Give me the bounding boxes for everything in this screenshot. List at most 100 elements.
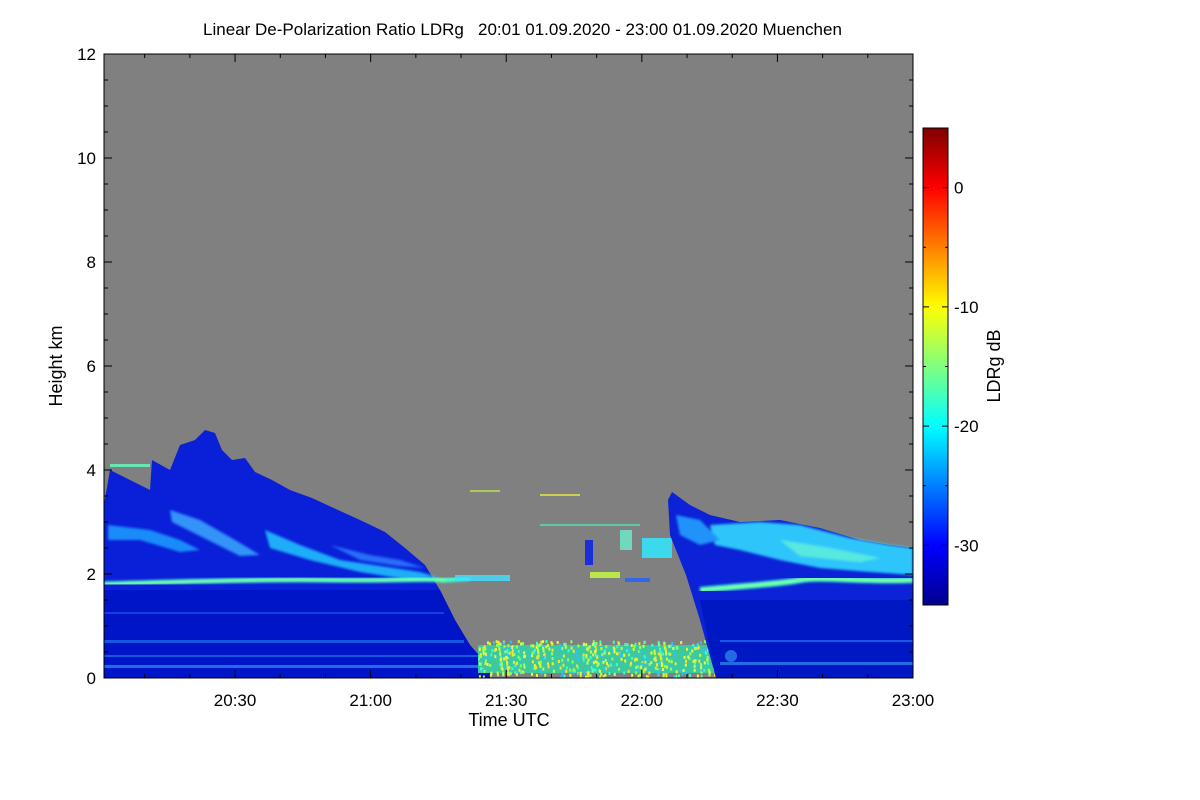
noise-pixel (698, 659, 701, 663)
noise-pixel (693, 664, 696, 668)
y-tick-label: 2 (87, 565, 96, 584)
noise-pixel (569, 673, 572, 677)
noise-pixel (604, 659, 607, 662)
noise-pixel (484, 661, 487, 665)
noise-pixel (537, 648, 539, 652)
noise-pixel (665, 652, 668, 656)
x-axis-label: Time UTC (468, 710, 549, 730)
noise-pixel (668, 644, 671, 648)
noise-pixel (533, 664, 536, 668)
noise-pixel (499, 663, 502, 667)
noise-pixel (699, 641, 702, 645)
x-tick-label: 22:30 (756, 691, 799, 710)
noise-pixel (598, 669, 601, 673)
noise-pixel (562, 663, 565, 667)
x-tick-label: 21:00 (349, 691, 392, 710)
noise-pixel (517, 655, 520, 659)
noise-pixel (611, 650, 614, 654)
noise-pixel (578, 672, 581, 676)
noise-pixel (533, 648, 536, 652)
noise-pixel (501, 668, 504, 671)
noise-pixel (632, 648, 635, 651)
noise-pixel (513, 646, 516, 650)
noise-pixel (531, 672, 534, 676)
noise-pixel (504, 665, 507, 669)
noise-pixel (491, 649, 494, 653)
noise-pixel (587, 673, 590, 677)
noise-pixel (663, 645, 666, 649)
noise-pixel (500, 661, 503, 665)
noise-pixel (537, 654, 540, 658)
noise-pixel (489, 673, 492, 677)
noise-pixel (674, 662, 677, 666)
noise-pixel (689, 652, 692, 656)
noise-pixel (596, 672, 599, 676)
noise-pixel (639, 666, 642, 669)
noise-pixel (540, 669, 543, 673)
noise-pixel (661, 663, 663, 667)
noise-pixel (506, 656, 509, 659)
noise-pixel (702, 648, 705, 652)
noise-pixel (478, 648, 481, 652)
noise-pixel (596, 656, 599, 659)
noise-pixel (497, 642, 500, 646)
noise-pixel (660, 657, 662, 661)
noise-pixel (692, 643, 695, 647)
noise-pixel (507, 654, 510, 657)
noise-pixel (624, 643, 627, 647)
noise-pixel (700, 648, 703, 652)
noise-pixel (506, 651, 509, 655)
noise-pixel (504, 650, 507, 654)
noise-pixel (714, 673, 717, 677)
noise-pixel (659, 652, 662, 656)
noise-pixel (572, 668, 575, 672)
noise-pixel (706, 655, 709, 659)
noise-pixel (644, 667, 647, 671)
noise-pixel (557, 660, 560, 663)
noise-pixel (519, 671, 522, 675)
noise-pixel (600, 647, 603, 651)
noise-pixel (608, 672, 611, 675)
noise-pixel (560, 675, 563, 678)
noise-pixel (602, 675, 605, 678)
noise-pixel (499, 656, 502, 660)
noise-pixel (635, 671, 638, 675)
noise-pixel (701, 669, 704, 673)
cyan-cloud-right (676, 515, 913, 575)
plot-area (104, 54, 913, 678)
noise-pixel (670, 660, 673, 664)
noise-pixel (490, 671, 493, 675)
noise-pixel (642, 670, 645, 674)
noise-pixel (556, 641, 559, 644)
noise-pixel (582, 658, 585, 662)
noise-pixel (616, 652, 618, 656)
noise-pixel (509, 640, 512, 644)
noise-pixel (671, 642, 674, 646)
noise-pixel (587, 658, 590, 662)
noise-pixel (540, 640, 543, 644)
noise-pixel (621, 654, 624, 658)
noise-pixel (703, 661, 706, 665)
noise-pixel (498, 647, 501, 651)
noise-pixel (511, 650, 514, 654)
noise-pixel (589, 655, 592, 659)
noise-pixel (608, 651, 611, 655)
noise-pixel (478, 657, 480, 661)
x-tick-label: 20:30 (214, 691, 257, 710)
noise-pixel (480, 661, 483, 664)
noise-pixel (594, 650, 597, 654)
noise-pixel (693, 668, 696, 672)
noise-pixel (562, 654, 565, 658)
noise-pixel (680, 641, 683, 645)
noise-pixel (616, 645, 619, 649)
noise-pixel (668, 659, 671, 663)
noise-pixel (582, 642, 585, 646)
x-axis: 20:30 21:00 21:30 22:00 22:30 23:00 (144, 54, 934, 710)
noise-pixel (662, 675, 665, 678)
noise-pixel (599, 642, 602, 646)
noise-pixel (630, 643, 633, 647)
noise-pixel (538, 661, 540, 665)
noise-pixel (612, 665, 615, 669)
noise-pixel (543, 653, 546, 657)
